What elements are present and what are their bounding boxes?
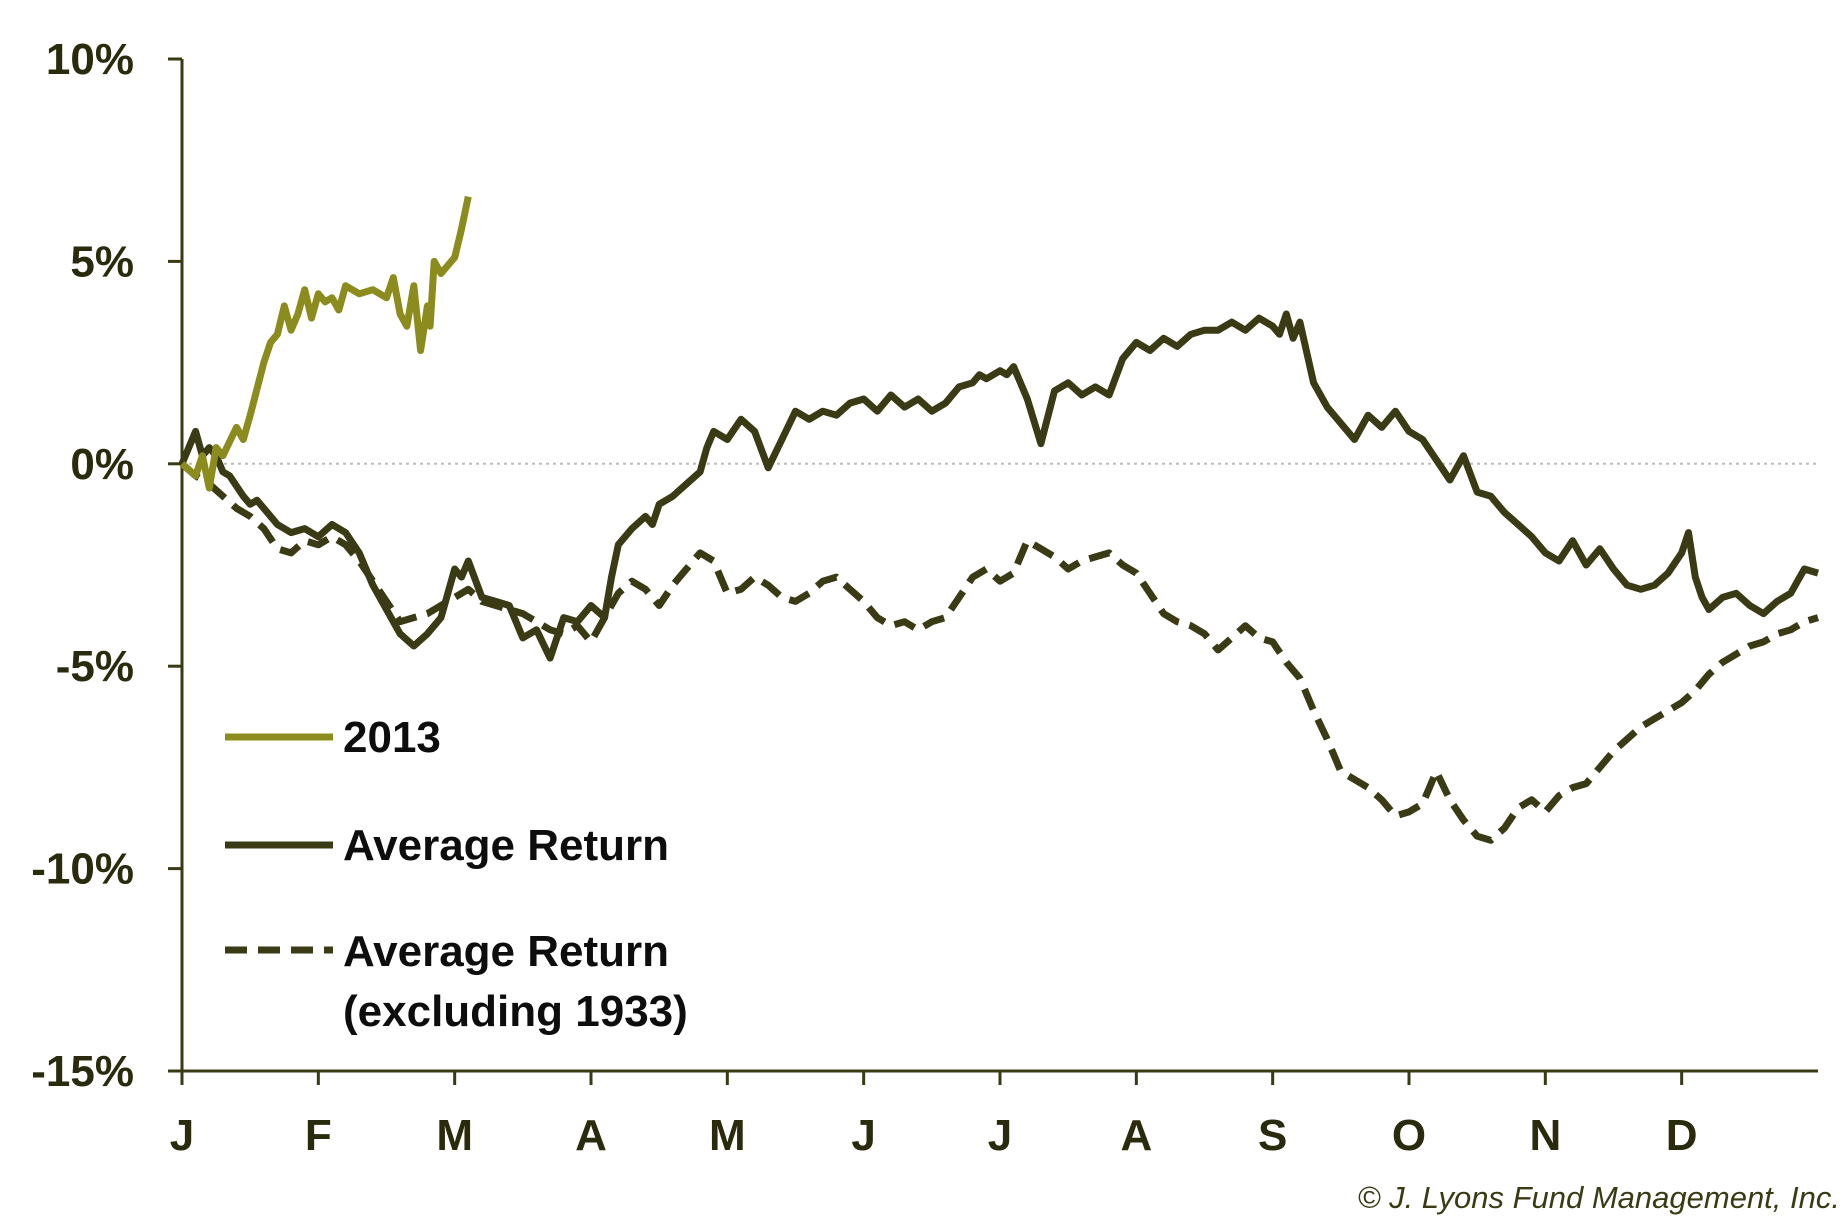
series-line-2013: [179, 195, 472, 492]
y-tick-labels: 10% 5% 0% -5% -10% -15%: [31, 35, 134, 1096]
x-tick-label: F: [305, 1111, 332, 1160]
y-tick-label: 5%: [70, 237, 134, 286]
x-tick-label: O: [1392, 1111, 1426, 1160]
x-tick-label: J: [170, 1111, 194, 1160]
x-tick-label: S: [1258, 1111, 1287, 1160]
y-tick-label: 10%: [46, 35, 134, 84]
x-tick-label: N: [1529, 1111, 1561, 1160]
legend-label-average-return: Average Return: [343, 821, 669, 870]
legend: 2013 Average Return Average Return (excl…: [225, 713, 688, 1036]
legend-label-2013: 2013: [343, 713, 441, 762]
x-tick-label: J: [851, 1111, 875, 1160]
y-tick-label: -15%: [31, 1047, 134, 1096]
legend-label-average-return-excluding-1933-line2: (excluding 1933): [343, 987, 688, 1036]
copyright-text: © J. Lyons Fund Management, Inc.: [1358, 1180, 1840, 1215]
y-tick-label: 0%: [70, 440, 134, 489]
y-tick-label: -10%: [31, 845, 134, 894]
x-tick-label: M: [709, 1111, 746, 1160]
x-tick-label: A: [1120, 1111, 1152, 1160]
axes: [168, 57, 1818, 1085]
series-line-average-return: [178, 310, 1820, 662]
legend-label-average-return-excluding-1933-line1: Average Return: [343, 927, 669, 976]
x-tick-label: J: [988, 1111, 1012, 1160]
x-tick-label: D: [1666, 1111, 1698, 1160]
x-tick-label: A: [575, 1111, 607, 1160]
y-tick-label: -5%: [56, 642, 134, 691]
x-tick-label: M: [436, 1111, 473, 1160]
series-lines: [178, 195, 1820, 844]
series-line-average-return-excluding-1933: [179, 461, 1820, 844]
